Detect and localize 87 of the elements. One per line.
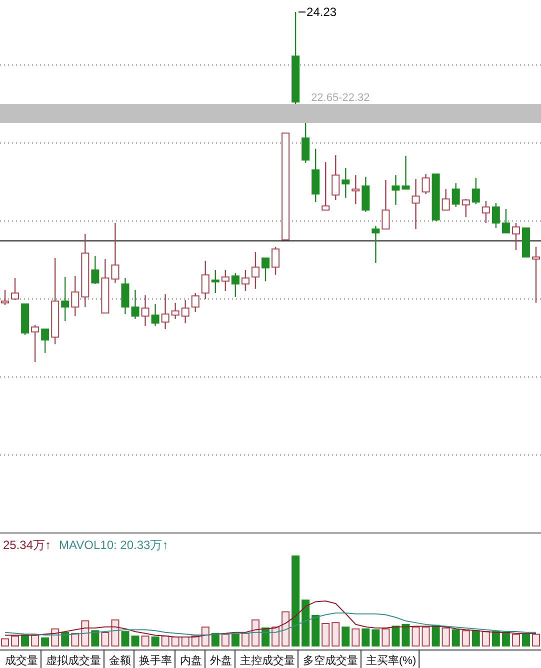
bar (422, 626, 430, 646)
candlestick (141, 294, 150, 327)
bar (312, 614, 320, 646)
bar (442, 628, 450, 646)
text: MAVOL10: 20.33万↑ (59, 538, 168, 552)
bar (512, 634, 520, 646)
bar (452, 629, 460, 646)
text: 虚拟成交量 (46, 654, 101, 667)
bar (362, 628, 370, 646)
bar (61, 632, 70, 646)
candlestick (352, 174, 360, 205)
bar (352, 628, 360, 646)
text: 主买率(%) (366, 654, 416, 667)
text: 外盘 (210, 655, 232, 667)
bar (282, 611, 290, 646)
bar (502, 632, 510, 646)
bar (91, 630, 100, 646)
candlestick (362, 176, 370, 212)
bar (121, 631, 130, 646)
bar (532, 634, 540, 646)
candlestick (81, 233, 90, 308)
bar (392, 626, 400, 646)
candlestick (211, 269, 220, 294)
candlestick (161, 294, 170, 330)
bar (251, 619, 260, 646)
bar (272, 626, 280, 646)
bar (11, 636, 20, 646)
bar (221, 634, 230, 646)
candlestick (422, 173, 430, 195)
candlestick (61, 276, 70, 322)
candlestick (452, 182, 460, 208)
bar (131, 636, 140, 646)
bar (382, 628, 390, 646)
bar (402, 624, 410, 646)
candlestick (71, 275, 80, 317)
candlestick (342, 168, 350, 198)
bar (372, 629, 380, 646)
bar (191, 636, 200, 646)
candlestick (412, 178, 420, 230)
bar (492, 631, 500, 646)
bar (151, 636, 160, 646)
band-label: 22.65-22.32 (311, 92, 370, 104)
bar (71, 632, 80, 646)
bar (462, 630, 470, 646)
candlestick (251, 252, 260, 290)
bar (81, 620, 90, 646)
bar (41, 637, 50, 646)
text: 内盘 (180, 654, 202, 667)
candlestick (111, 222, 120, 284)
bar (21, 634, 30, 646)
bar (292, 556, 300, 646)
bar (522, 634, 530, 646)
bar (211, 632, 220, 646)
bar (241, 632, 250, 646)
bar (482, 631, 490, 646)
text: 金额 (109, 654, 131, 667)
bar (201, 626, 210, 646)
text: 换手率 (139, 654, 172, 667)
text: 主控成交量 (240, 654, 295, 667)
text: 多空成交量 (303, 654, 358, 667)
bar (332, 622, 340, 646)
candlestick (181, 299, 190, 324)
bar (101, 632, 110, 646)
candlestick (372, 225, 380, 264)
bar (111, 619, 120, 646)
bar (412, 626, 420, 646)
bar (432, 624, 440, 646)
candlestick (121, 277, 130, 315)
bar (181, 636, 190, 646)
bar (171, 636, 180, 646)
bar (342, 626, 350, 646)
bar (472, 630, 480, 646)
bar (141, 636, 150, 646)
text: 成交量 (5, 654, 38, 667)
bar (322, 623, 330, 646)
text: 25.34万↑ (3, 538, 52, 552)
annotation: 24.23 (306, 5, 337, 19)
candlestick (171, 302, 180, 320)
candlestick (151, 303, 160, 327)
bar (161, 636, 170, 646)
candlestick (392, 174, 400, 206)
candlestick (532, 246, 540, 304)
bar (1, 638, 10, 646)
bar (31, 634, 40, 646)
candlestick (131, 289, 140, 320)
bar (231, 634, 240, 646)
bar (302, 600, 310, 646)
